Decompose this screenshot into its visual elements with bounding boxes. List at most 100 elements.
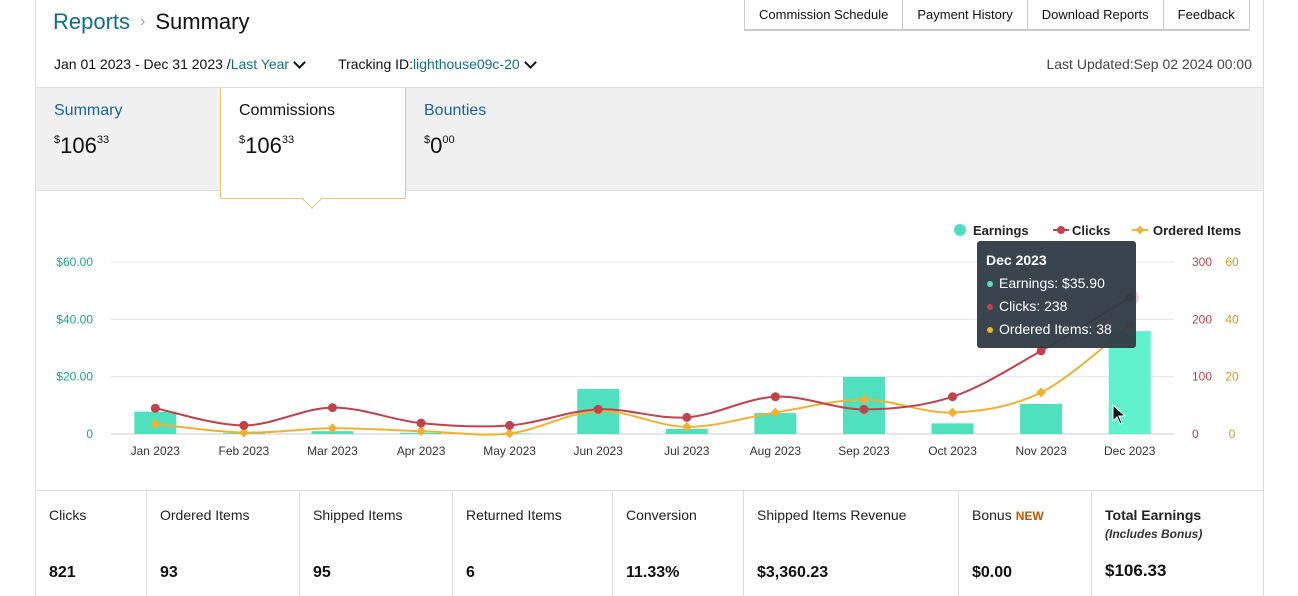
commissions-card-label: Commissions bbox=[239, 102, 336, 119]
last-updated: Last Updated:Sep 02 2024 00:00 bbox=[1046, 56, 1252, 72]
clicks-point bbox=[1036, 346, 1046, 356]
clicks-point bbox=[327, 403, 337, 413]
mouse-cursor-icon bbox=[1112, 403, 1127, 425]
period-dropdown[interactable]: Last Year bbox=[230, 56, 290, 72]
ordered-items-point bbox=[770, 407, 781, 418]
ordered-items-point bbox=[681, 421, 692, 432]
earnings-bar bbox=[754, 413, 797, 434]
stat-shipped-items: Shipped Items 95 bbox=[300, 491, 453, 596]
chevron-down-icon[interactable] bbox=[293, 55, 306, 69]
left-axis-tick: $40.00 bbox=[56, 312, 93, 326]
ordered-items-point bbox=[1036, 387, 1047, 398]
ordered-axis-tick: 60 bbox=[1225, 255, 1239, 269]
legend-clicks-label: Clicks bbox=[1072, 223, 1110, 238]
tooltip-line: Ordered Items: 38 bbox=[999, 321, 1112, 337]
ordered-axis-tick: 20 bbox=[1225, 370, 1239, 384]
tracking-id-dropdown[interactable]: lighthouse09c-20 bbox=[413, 56, 520, 72]
feedback-tab[interactable]: Feedback bbox=[1162, 0, 1250, 30]
ordered-items-point bbox=[504, 428, 515, 439]
stat-ordered-items: Ordered Items 93 bbox=[147, 491, 300, 596]
x-axis-label: May 2023 bbox=[483, 444, 536, 458]
clicks-point bbox=[505, 420, 515, 430]
clicks-point bbox=[150, 403, 160, 413]
clicks-point bbox=[682, 412, 692, 422]
x-axis-label: Sep 2023 bbox=[838, 444, 890, 458]
clicks-axis-tick: 100 bbox=[1192, 370, 1212, 384]
clicks-axis-tick: 0 bbox=[1192, 427, 1199, 441]
chevron-down-icon[interactable] bbox=[523, 55, 537, 69]
left-axis-tick: 0 bbox=[86, 427, 93, 441]
x-axis-label: Feb 2023 bbox=[219, 444, 270, 458]
bounties-card-value: $000 bbox=[424, 133, 455, 158]
stat-clicks: Clicks 821 bbox=[36, 491, 147, 596]
bounties-card-label: Bounties bbox=[424, 102, 487, 119]
bounties-card[interactable]: Bounties $000 bbox=[406, 88, 586, 192]
x-axis-label: Jan 2023 bbox=[131, 444, 181, 458]
legend-earnings-marker bbox=[954, 224, 966, 236]
x-axis-label: Jun 2023 bbox=[574, 444, 624, 458]
stat-bonus: Bonus NEW $0.00 bbox=[959, 491, 1092, 596]
legend-ordered-label: Ordered Items bbox=[1153, 223, 1241, 238]
clicks-point bbox=[593, 404, 603, 414]
download-reports-tab[interactable]: Download Reports bbox=[1026, 0, 1163, 30]
ordered-items-line bbox=[155, 324, 1131, 436]
commission-schedule-tab[interactable]: Commission Schedule bbox=[744, 0, 903, 30]
ordered-items-point bbox=[238, 427, 249, 438]
stat-returned-items: Returned Items 6 bbox=[453, 491, 613, 596]
summary-card[interactable]: Summary $10633 bbox=[36, 88, 220, 192]
legend-earnings-label: Earnings bbox=[973, 223, 1029, 238]
tooltip-dot bbox=[987, 304, 993, 310]
breadcrumb: Reports › Summary bbox=[53, 9, 250, 35]
stat-total-earnings: Total Earnings (Includes Bonus) $106.33 bbox=[1105, 507, 1203, 580]
clicks-axis-tick: 300 bbox=[1192, 255, 1212, 269]
breadcrumb-reports-link[interactable]: Reports bbox=[53, 9, 131, 34]
tooltip-box bbox=[977, 241, 1136, 348]
summary-card-value: $10633 bbox=[54, 133, 110, 158]
stat-shipped-revenue: Shipped Items Revenue $3,360.23 bbox=[744, 491, 959, 596]
summary-card-label: Summary bbox=[54, 102, 123, 119]
top-tabs: Commission Schedule Payment History Down… bbox=[744, 0, 1250, 31]
new-badge: NEW bbox=[1015, 509, 1044, 523]
summary-band: Summary $10633 Commissions $10633 Bounti… bbox=[36, 87, 1263, 209]
clicks-point bbox=[416, 418, 426, 428]
clicks-line bbox=[155, 296, 1131, 428]
earnings-bar bbox=[1020, 403, 1063, 434]
ordered-axis-tick: 0 bbox=[1229, 427, 1236, 441]
ordered-items-point bbox=[859, 394, 869, 405]
clicks-point bbox=[859, 404, 869, 414]
commissions-card-value: $10633 bbox=[239, 133, 295, 158]
x-axis-label: Aug 2023 bbox=[750, 444, 802, 458]
stat-conversion: Conversion 11.33% bbox=[613, 491, 744, 596]
clicks-point bbox=[948, 392, 958, 402]
stats-row: Clicks 821 Ordered Items 93 Shipped Items 9… bbox=[36, 490, 1263, 596]
ordered-items-point bbox=[416, 426, 426, 437]
earnings-bar bbox=[931, 423, 974, 434]
x-axis-label: Oct 2023 bbox=[928, 444, 977, 458]
x-axis-label: Dec 2023 bbox=[1104, 444, 1156, 458]
tooltip-title: Dec 2023 bbox=[986, 252, 1047, 268]
earnings-chart[interactable]: 0 $20.00 $40.00 $60.00 0 100 200 300 0 20 40 60 Jan … bbox=[36, 192, 1263, 490]
tooltip-dot bbox=[987, 281, 993, 287]
page-frame bbox=[35, 0, 1264, 596]
clicks-point bbox=[770, 392, 780, 402]
x-axis-label: Jul 2023 bbox=[664, 444, 710, 458]
clicks-point bbox=[239, 420, 249, 430]
x-axis-label: Mar 2023 bbox=[307, 444, 358, 458]
x-axis-label: Apr 2023 bbox=[397, 444, 446, 458]
ordered-items-point bbox=[150, 419, 161, 429]
clicks-axis-tick: 200 bbox=[1192, 312, 1212, 326]
legend-ordered-marker bbox=[1135, 225, 1145, 235]
filter-bar: Jan 01 2023 - Dec 31 2023 / Last Year Tr… bbox=[54, 55, 543, 72]
legend-clicks-marker bbox=[1057, 226, 1065, 234]
tooltip-line: Earnings: $35.90 bbox=[999, 275, 1105, 291]
left-axis-tick: $20.00 bbox=[56, 370, 93, 384]
x-axis-label: Nov 2023 bbox=[1015, 444, 1067, 458]
commissions-card[interactable]: Commissions $10633 bbox=[220, 88, 406, 209]
ordered-axis-tick: 40 bbox=[1225, 312, 1239, 326]
tracking-id-label: Tracking ID: bbox=[338, 56, 414, 72]
payment-history-tab[interactable]: Payment History bbox=[902, 0, 1027, 30]
ordered-items-point bbox=[947, 407, 958, 418]
tooltip-line: Clicks: 238 bbox=[999, 298, 1068, 314]
tooltip-dot bbox=[987, 327, 993, 333]
page-title: Summary bbox=[155, 9, 250, 34]
